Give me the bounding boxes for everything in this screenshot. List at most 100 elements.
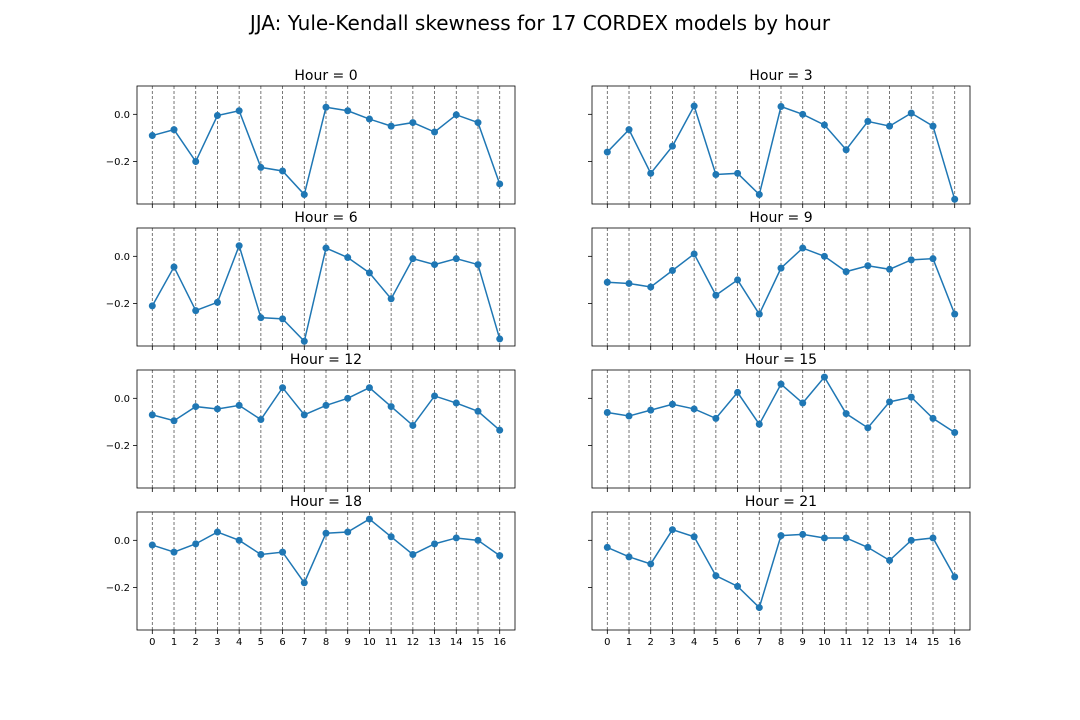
data-point — [864, 424, 872, 432]
x-tick-label: 4 — [236, 637, 242, 648]
data-point — [474, 261, 482, 269]
data-point — [690, 533, 698, 541]
subplot-hour-panel: Hour = 12 0.0 −0.2 — [106, 352, 516, 492]
data-point — [279, 167, 287, 175]
data-point — [777, 380, 785, 388]
data-point — [322, 103, 330, 111]
data-point — [213, 528, 221, 536]
x-tick-label: 5 — [713, 637, 719, 648]
data-point — [886, 122, 894, 130]
data-point — [235, 536, 243, 544]
data-point — [409, 119, 417, 127]
x-tick-label: 2 — [648, 637, 654, 648]
data-point — [777, 103, 785, 111]
data-point — [387, 122, 395, 130]
x-tick-label: 16 — [948, 637, 961, 648]
subplot-hour-panel: Hour = 6 0.0 −0.2 — [106, 210, 516, 350]
data-point — [474, 536, 482, 544]
subplot-title: Hour = 0 — [294, 68, 357, 84]
data-point — [170, 548, 178, 556]
x-tick-label: 11 — [840, 637, 853, 648]
subplot-grid: Hour = 0 0.0 −0.2 Hour = 3 Hour = 60.0−0.2Ho… — [106, 68, 971, 648]
data-point — [300, 337, 308, 345]
data-point — [907, 536, 915, 544]
data-point — [864, 543, 872, 551]
data-point — [387, 403, 395, 411]
x-tick-label: 10 — [818, 637, 831, 648]
data-point — [192, 307, 200, 315]
data-point — [344, 528, 352, 536]
data-point — [257, 416, 265, 424]
data-point — [842, 146, 850, 154]
data-point — [625, 412, 633, 420]
data-point — [907, 256, 915, 264]
data-point — [279, 548, 287, 556]
data-point — [603, 278, 611, 286]
data-point — [279, 384, 287, 392]
data-point — [668, 400, 676, 408]
x-tick-label: 1 — [626, 637, 632, 648]
x-tick-label: 12 — [861, 637, 874, 648]
x-tick-label: 6 — [279, 637, 285, 648]
data-point — [496, 335, 504, 343]
data-point — [300, 191, 308, 199]
data-point — [192, 403, 200, 411]
data-point — [603, 408, 611, 416]
data-point — [452, 534, 460, 542]
data-point — [148, 302, 156, 310]
data-point — [213, 298, 221, 306]
x-tick-label: 7 — [756, 637, 762, 648]
data-point — [777, 532, 785, 540]
data-point — [647, 560, 655, 568]
y-tick-label: −0.2 — [106, 583, 130, 594]
data-point — [712, 291, 720, 299]
data-point — [755, 191, 763, 199]
x-tick-label: 6 — [734, 637, 740, 648]
data-point — [799, 399, 807, 407]
data-point — [365, 269, 373, 277]
data-point — [603, 148, 611, 156]
data-point — [842, 534, 850, 542]
x-tick-label: 13 — [883, 637, 896, 648]
subplot-hour-panel: Hour = 180 1 2 3 4 5 6 7 8 9 10 11 12 13 14 15 160.0−0.2 — [106, 494, 516, 648]
x-tick-label: 8 — [778, 637, 784, 648]
data-point — [365, 384, 373, 392]
data-point — [668, 142, 676, 150]
data-point — [235, 107, 243, 115]
x-tick-label: 4 — [691, 637, 697, 648]
data-point — [929, 414, 937, 422]
data-point — [734, 276, 742, 284]
data-point — [192, 540, 200, 548]
data-point — [734, 388, 742, 396]
data-point — [799, 530, 807, 538]
x-tick-label: 7 — [301, 637, 307, 648]
data-point — [409, 421, 417, 429]
data-point — [257, 314, 265, 322]
data-point — [820, 373, 828, 381]
data-point — [690, 250, 698, 258]
data-point — [300, 411, 308, 419]
data-point — [929, 122, 937, 130]
data-point — [842, 410, 850, 418]
data-point — [279, 315, 287, 323]
data-point — [734, 169, 742, 177]
data-point — [886, 556, 894, 564]
chart-title: JJA: Yule-Kendall skewness for 17 CORDEX… — [248, 11, 831, 35]
data-point — [300, 579, 308, 587]
x-tick-label: 1 — [171, 637, 177, 648]
data-point — [777, 264, 785, 272]
data-point — [907, 393, 915, 401]
subplot-hour-panel: Hour = 3 — [588, 68, 971, 208]
data-point — [148, 541, 156, 549]
data-point — [690, 405, 698, 413]
y-tick-label: 0.0 — [114, 110, 130, 121]
data-point — [387, 533, 395, 541]
x-tick-label: 9 — [345, 637, 351, 648]
data-point — [431, 128, 439, 136]
x-tick-label: 3 — [214, 637, 220, 648]
y-tick-label: −0.2 — [106, 157, 130, 168]
subplot-title: Hour = 3 — [749, 68, 812, 84]
data-point — [668, 526, 676, 534]
x-tick-label: 10 — [363, 637, 376, 648]
